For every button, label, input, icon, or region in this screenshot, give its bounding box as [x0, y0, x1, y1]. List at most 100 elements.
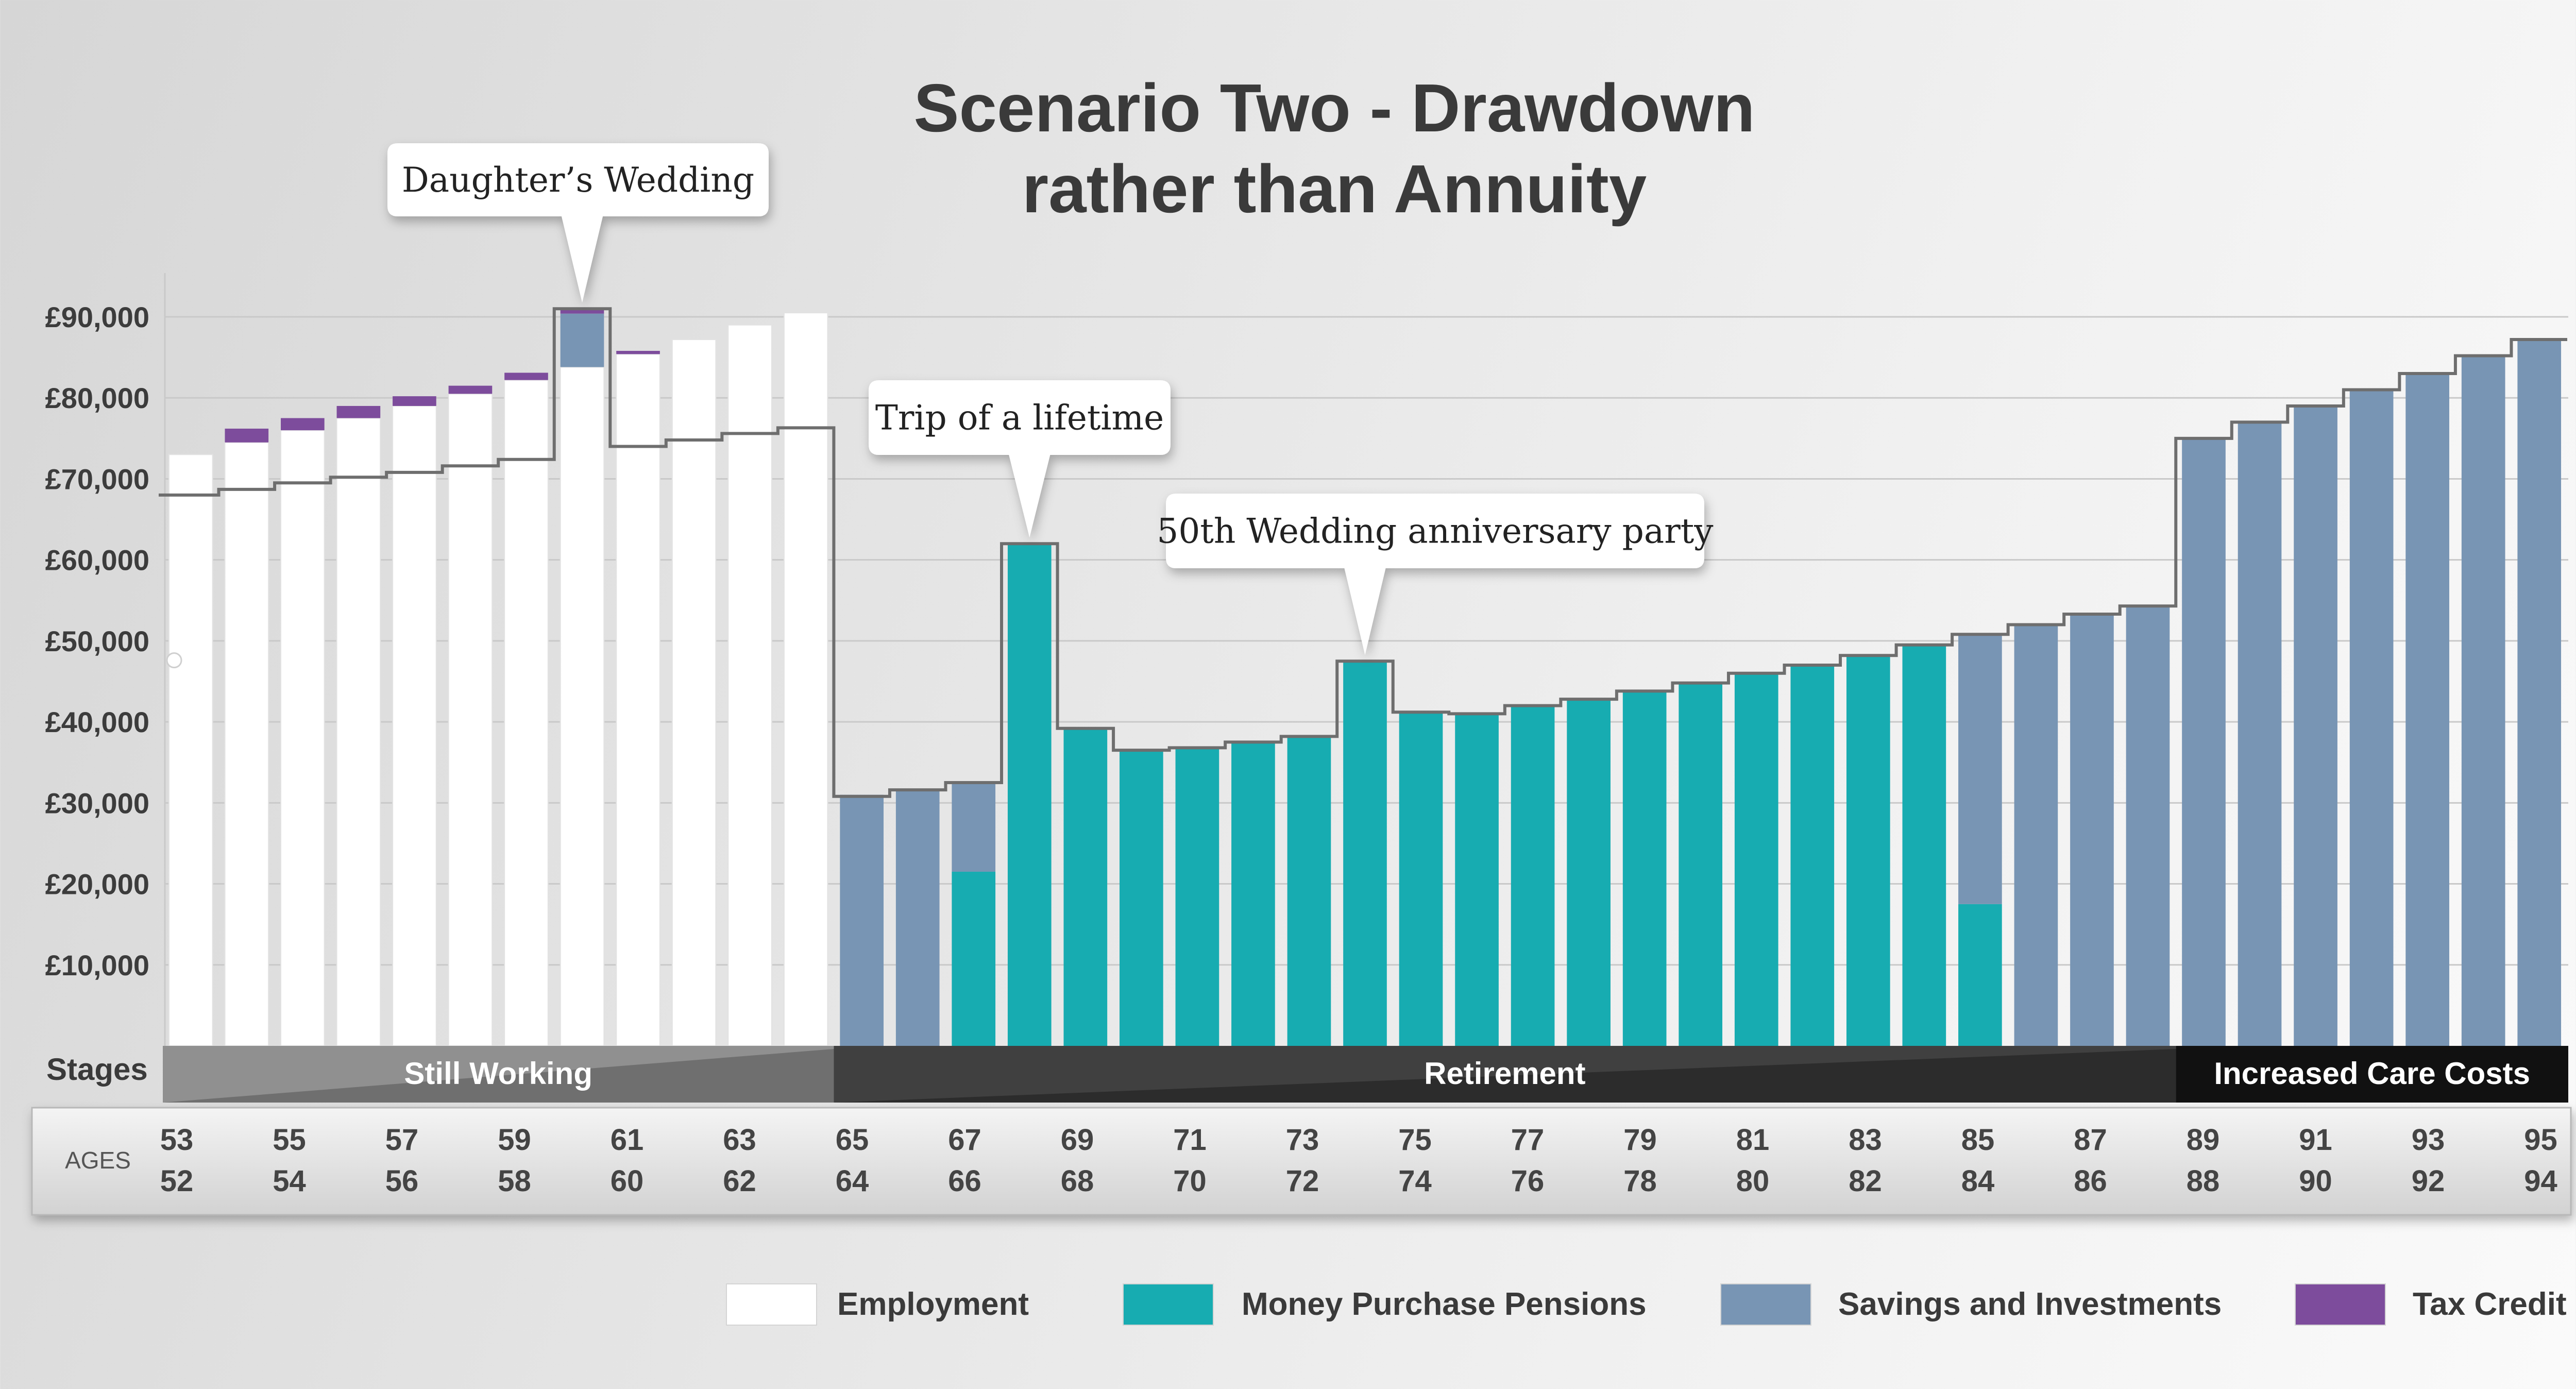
bar-segment-savings-and-investments [2126, 606, 2170, 1046]
age-bottom: 54 [273, 1164, 306, 1198]
y-tick-label: £50,000 [45, 625, 149, 657]
bar-segment-savings-and-investments [2405, 374, 2449, 1046]
bar-segment-money-purchase-pensions [1734, 673, 1778, 1046]
annotation-text: Trip of a lifetime [875, 398, 1164, 438]
bar-segment-tax-credit [393, 396, 436, 406]
stages-label: Stages [46, 1052, 148, 1087]
bar-segment-money-purchase-pensions [1958, 904, 2002, 1046]
bar-segment-employment [280, 430, 325, 1046]
bar-segment-money-purchase-pensions [1175, 748, 1219, 1046]
age-bottom: 66 [948, 1164, 981, 1198]
age-top: 59 [498, 1123, 531, 1157]
age-top: 61 [611, 1123, 644, 1157]
age-top: 65 [836, 1123, 869, 1157]
bar-segment-money-purchase-pensions [1622, 691, 1667, 1046]
age-bottom: 86 [2074, 1164, 2107, 1198]
y-tick-label: £10,000 [45, 949, 149, 981]
bar-segment-savings-and-investments [2182, 438, 2226, 1046]
age-top: 53 [160, 1123, 194, 1157]
bar-segment-employment [392, 405, 437, 1046]
y-tick-label: £90,000 [45, 301, 149, 333]
stage-label: Increased Care Costs [2214, 1056, 2530, 1091]
age-top: 93 [2412, 1123, 2445, 1157]
age-bottom: 78 [1623, 1164, 1657, 1198]
ages-label: AGES [65, 1147, 131, 1174]
age-bottom: 64 [836, 1164, 869, 1198]
bar-segment-tax-credit [225, 428, 269, 443]
legend: Employment Money Purchase Pensions Savings… [726, 1283, 2567, 1326]
bar-segment-tax-credit [336, 405, 381, 418]
bar-segment-employment [671, 339, 717, 1046]
age-bottom: 58 [498, 1164, 531, 1198]
annotation-callout [869, 380, 1171, 538]
age-top: 55 [273, 1123, 306, 1157]
age-top: 83 [1849, 1123, 1882, 1157]
age-top: 73 [1286, 1123, 1319, 1157]
age-bottom: 62 [723, 1164, 756, 1198]
bar-segment-tax-credit [504, 372, 548, 380]
stage-label: Still Working [404, 1056, 592, 1091]
bar-segment-savings-and-investments [952, 783, 996, 872]
chart-title: Scenario Two - Drawdown rather than Annu… [913, 70, 1755, 227]
bar-segment-money-purchase-pensions [1343, 661, 1387, 1046]
age-top: 79 [1623, 1123, 1657, 1157]
legend-label: Money Purchase Pensions [1242, 1286, 1647, 1322]
y-tick-label: £40,000 [45, 706, 149, 738]
bar-segment-money-purchase-pensions [1511, 705, 1555, 1046]
ages-row: AGES 53 52 55 54 57 56 59 58 61 60 63 62 65 64 67 66 69 6… [31, 1107, 2572, 1216]
age-top: 67 [948, 1123, 981, 1157]
age-top: 81 [1736, 1123, 1770, 1157]
bar-segment-money-purchase-pensions [1287, 736, 1331, 1046]
bar-segment-money-purchase-pensions [1399, 712, 1443, 1046]
annotation-callout [1166, 494, 1704, 655]
chart-title-line-2: rather than Annuity [1022, 151, 1647, 227]
legend-label: Savings and Investments [1838, 1286, 2222, 1322]
bar-segment-money-purchase-pensions [1846, 655, 1890, 1046]
y-tick-label: £80,000 [45, 382, 149, 414]
legend-swatch-money-purchase-pensions [1123, 1283, 1214, 1326]
age-bottom: 82 [1849, 1164, 1882, 1198]
age-top: 69 [1061, 1123, 1094, 1157]
bar-segment-savings-and-investments [840, 794, 884, 1046]
bar-segment-employment [783, 312, 828, 1046]
total-income-step-line [159, 307, 2567, 798]
legend-swatch-employment [726, 1283, 817, 1326]
annotation-text: Daughter’s Wedding [402, 160, 754, 200]
age-top: 75 [1398, 1123, 1432, 1157]
age-top: 71 [1173, 1123, 1207, 1157]
bar-segment-money-purchase-pensions [1007, 544, 1052, 1046]
bar-segment-money-purchase-pensions [1120, 750, 1163, 1046]
age-bottom: 76 [1511, 1164, 1545, 1198]
stage-band-shade [163, 1049, 834, 1103]
age-bottom: 88 [2187, 1164, 2220, 1198]
y-tick-label: £30,000 [45, 787, 149, 819]
bar-segment-employment [560, 366, 605, 1046]
bar-segment-money-purchase-pensions [1231, 742, 1275, 1046]
age-top: 89 [2187, 1123, 2220, 1157]
stage-label: Retirement [1424, 1056, 1585, 1091]
annotation-bubble [1166, 494, 1704, 655]
age-bottom: 92 [2412, 1164, 2445, 1198]
legend-swatch-tax-credit [2295, 1283, 2386, 1326]
bar-segment-money-purchase-pensions [1679, 683, 1723, 1046]
bar-segment-savings-and-investments [2517, 340, 2562, 1046]
annotations: Daughter’s Wedding Trip of a lifetime 50th… [387, 143, 1714, 655]
annotation-callout [387, 143, 769, 303]
bar-segment-money-purchase-pensions [1567, 699, 1611, 1046]
age-top: 63 [723, 1123, 756, 1157]
age-top: 77 [1511, 1123, 1545, 1157]
y-axis-ticks: £10,000 £20,000 £30,000 £40,000 £50,000 £60,0… [45, 301, 149, 981]
bar-segment-employment [224, 442, 269, 1046]
bar-segment-savings-and-investments [2014, 624, 2058, 1046]
legend-swatch-savings-and-investments [1720, 1283, 1811, 1326]
bar-segment-money-purchase-pensions [1455, 714, 1499, 1046]
age-bottom: 84 [1961, 1164, 1995, 1198]
marker-dot [166, 652, 182, 669]
age-bottom: 56 [385, 1164, 419, 1198]
legend-label: Tax Credit [2413, 1286, 2567, 1322]
bar-segment-savings-and-investments [2238, 422, 2282, 1046]
annotation-text: 50th Wedding anniversary party [1157, 512, 1714, 551]
chart-title-line-1: Scenario Two - Drawdown [913, 70, 1755, 146]
age-bottom: 60 [611, 1164, 644, 1198]
